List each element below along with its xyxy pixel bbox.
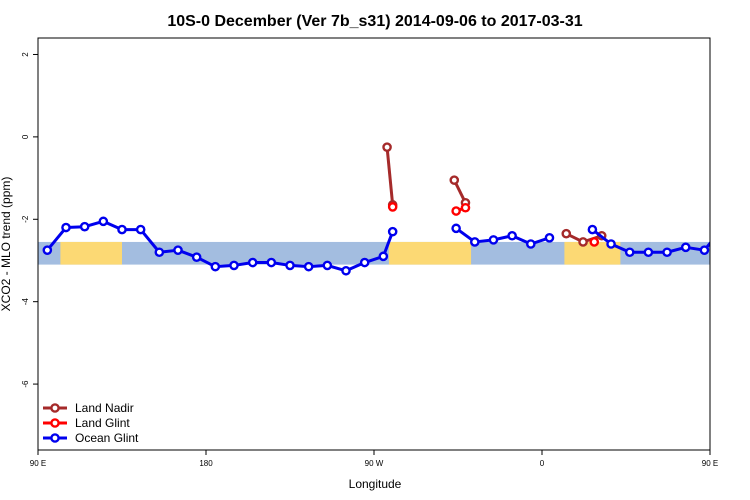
ocean-glint-point <box>285 260 295 271</box>
y-tick-label: -2 <box>21 215 30 223</box>
ocean-glint-point <box>266 257 277 268</box>
ocean-band <box>38 241 710 265</box>
land-segment <box>388 241 472 265</box>
ocean-glint-point <box>624 247 635 258</box>
ocean-glint-point <box>587 224 598 235</box>
y-tick-label: -4 <box>21 298 30 306</box>
ocean-glint-point <box>117 224 127 235</box>
ocean-glint-point <box>322 260 333 271</box>
ocean-glint-point <box>303 261 314 272</box>
map-band <box>38 241 750 265</box>
ocean-glint-point <box>719 224 726 231</box>
x-tick-label: 90 W <box>365 459 384 468</box>
ocean-glint-point <box>643 247 654 258</box>
y-axis-label: XCO2 - MLO trend (ppm) <box>0 177 13 312</box>
legend-marker-land-glint <box>50 418 60 428</box>
x-axis: 90 E 180 90 W 0 90 E <box>30 450 718 468</box>
ocean-glint-line <box>591 228 710 254</box>
x-tick-label: 90 E <box>30 459 46 468</box>
ocean-glint-point <box>229 260 239 271</box>
land-nadir-line <box>385 147 395 206</box>
series-ocean-glint <box>42 216 745 276</box>
ocean-glint-point <box>699 245 710 255</box>
x-tick-label: 90 E <box>702 459 718 468</box>
series-land-nadir <box>382 142 607 247</box>
y-tick-label: -6 <box>21 380 30 388</box>
land-segment <box>564 241 621 265</box>
ocean-glint-point <box>359 257 370 268</box>
land-segment <box>732 242 750 265</box>
series-land-glint <box>387 202 600 247</box>
ocean-glint-point <box>526 239 536 249</box>
y-axis: 2 0 -2 -4 -6 <box>21 52 38 388</box>
series-layer <box>42 142 745 276</box>
land-nadir-point <box>561 228 572 239</box>
ocean-glint-point <box>451 223 461 234</box>
ocean-glint-point <box>378 251 389 262</box>
ocean-glint-point <box>42 245 53 255</box>
land-glint-point <box>460 202 471 213</box>
ocean-glint-point <box>173 245 183 255</box>
ocean-glint-point <box>210 261 221 272</box>
land-segment <box>60 241 122 265</box>
land-glint-point <box>451 206 461 216</box>
ocean-glint-point <box>680 242 691 253</box>
land-nadir-point <box>449 175 460 185</box>
ocean-glint-point <box>544 233 555 243</box>
ocean-glint-point <box>738 223 745 230</box>
legend-marker-ocean-glint <box>50 433 60 443</box>
ocean-glint-point <box>191 252 202 262</box>
legend-marker-land-nadir <box>50 403 60 413</box>
ocean-glint-point <box>606 239 616 249</box>
y-tick-label: 0 <box>21 134 30 139</box>
x-axis-label: Longitude <box>349 477 402 491</box>
y-tick-label: 2 <box>21 52 30 57</box>
ocean-glint-point <box>469 237 480 247</box>
legend-label-land-glint: Land Glint <box>75 416 130 430</box>
ocean-glint-point <box>387 226 398 237</box>
chart-title: 10S-0 December (Ver 7b_s31) 2014-09-06 t… <box>167 13 582 30</box>
legend-label-ocean-glint: Ocean Glint <box>75 431 139 445</box>
ocean-glint-point <box>662 247 672 258</box>
land-glint-point <box>387 202 398 212</box>
land-glint-point <box>589 237 600 247</box>
ocean-glint-point <box>98 216 109 227</box>
land-nadir-point <box>578 237 588 247</box>
ocean-glint-point <box>79 221 90 232</box>
ocean-glint-point <box>341 265 351 276</box>
ocean-glint-point <box>154 247 165 258</box>
x-tick-label: 0 <box>540 459 545 468</box>
ocean-glint-point <box>61 222 71 233</box>
x-tick-label: 180 <box>199 459 213 468</box>
ocean-glint-point <box>135 224 146 235</box>
ocean-glint-point <box>507 230 517 241</box>
ocean-glint-point <box>488 235 499 245</box>
legend-label-land-nadir: Land Nadir <box>75 401 134 415</box>
ocean-glint-point <box>247 257 258 268</box>
land-nadir-point <box>382 142 392 152</box>
